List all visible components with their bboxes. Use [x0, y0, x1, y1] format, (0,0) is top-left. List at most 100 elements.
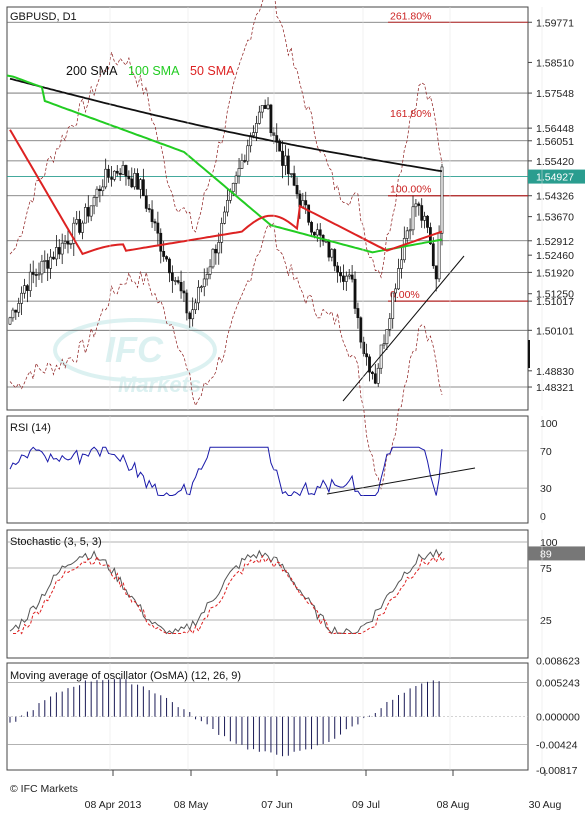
- candle-body: [11, 309, 15, 319]
- candle-body: [263, 105, 267, 109]
- candle-body: [104, 168, 108, 188]
- candle-body: [72, 222, 76, 244]
- candle-body: [327, 240, 331, 258]
- candle-body: [440, 166, 444, 234]
- candle-body: [147, 208, 151, 210]
- candle-body: [165, 256, 168, 260]
- candle-body: [388, 318, 392, 330]
- candle-body: [34, 274, 38, 276]
- stoch-current-label: 89: [540, 548, 552, 560]
- candle-body: [188, 312, 192, 320]
- candle-body: [197, 286, 200, 304]
- candle-body: [43, 260, 47, 262]
- x-tick-label: 08 May: [174, 799, 209, 811]
- candle-body: [223, 211, 226, 224]
- price-tick-label: 1.51017: [536, 296, 574, 308]
- candle-body: [295, 185, 299, 195]
- candle-body: [179, 281, 183, 292]
- rsi-tick-label: 0: [540, 511, 546, 523]
- price-tick-label: 1.52460: [536, 250, 574, 262]
- candle-body: [86, 207, 90, 217]
- candle-body: [234, 175, 238, 184]
- watermark: IFC Markets: [53, 318, 217, 397]
- rsi-panel: 100 70 30 0: [7, 418, 558, 523]
- candle-body: [78, 219, 81, 233]
- candle-body: [63, 241, 67, 244]
- candle-body: [397, 268, 400, 290]
- candle-body: [8, 317, 12, 325]
- rsi-title: RSI (14): [10, 422, 51, 434]
- candle-body: [310, 221, 313, 233]
- osma-title: Moving average of oscillator (OsMA) (12,…: [10, 670, 241, 682]
- candle-body: [98, 188, 102, 192]
- stoch-current-badge: [528, 546, 585, 561]
- candle-body: [52, 256, 55, 260]
- candle-body: [141, 179, 145, 197]
- price-tick-label: 1.55420: [536, 156, 574, 168]
- candle-body: [431, 243, 435, 267]
- candle-body: [362, 341, 366, 354]
- legend-100-sma: 100 SMA: [128, 64, 180, 78]
- candle-body: [350, 274, 354, 280]
- candle-body: [144, 195, 148, 209]
- current-price-label: 1.54927: [536, 172, 574, 184]
- candle-body: [353, 278, 357, 309]
- sma-200-line: [9, 77, 443, 173]
- price-tick-label: 1.58510: [536, 57, 574, 69]
- candle-body: [118, 172, 122, 175]
- candle-body: [266, 104, 270, 109]
- candle-body: [75, 219, 79, 224]
- watermark-line1: IFC: [105, 329, 164, 370]
- price-tick-label: 1.56448: [536, 123, 574, 135]
- candle-body: [420, 205, 424, 221]
- fib-label: 261.80%: [390, 10, 431, 22]
- candle-body: [371, 371, 374, 375]
- candle-body: [156, 222, 160, 234]
- price-tick-label: 1.51250: [536, 289, 574, 301]
- candle-body: [182, 290, 186, 294]
- candle-body: [368, 356, 371, 373]
- candle-body: [237, 168, 241, 177]
- candle-body: [153, 221, 157, 224]
- candle-body: [411, 206, 415, 231]
- candle-body: [23, 285, 26, 294]
- candle-body: [330, 249, 334, 258]
- candle-body: [359, 317, 363, 343]
- candle-body: [257, 111, 261, 124]
- candle-body: [426, 215, 429, 228]
- candle-body: [92, 197, 96, 207]
- candle-body: [46, 260, 50, 269]
- price-tick-label: 1.57548: [536, 88, 574, 100]
- watermark-line2: Markets: [118, 372, 201, 397]
- candle-body: [226, 200, 229, 213]
- candle-body: [313, 231, 316, 236]
- rsi-trendline: [326, 467, 476, 495]
- legend-200-sma: 200 SMA: [66, 64, 118, 78]
- candle-body: [344, 275, 348, 282]
- candle-body: [66, 241, 70, 245]
- candle-body: [17, 303, 21, 313]
- candle-body: [31, 271, 35, 275]
- candle-body: [402, 238, 406, 261]
- candle-body: [333, 249, 337, 267]
- candle-body: [347, 274, 351, 277]
- candle-body: [376, 367, 380, 384]
- candle-body: [278, 140, 282, 152]
- candle-body: [382, 343, 386, 346]
- sma-100-line: [6, 74, 443, 254]
- candle-body: [121, 165, 125, 175]
- candle-body: [252, 132, 255, 136]
- candle-body: [208, 266, 212, 275]
- candle-body: [60, 242, 64, 255]
- candle-body: [49, 256, 52, 269]
- rsi-tick-label: 70: [540, 446, 552, 458]
- candle-body: [315, 229, 319, 236]
- candle-body: [95, 188, 99, 198]
- candle-body: [255, 123, 258, 133]
- candle-body: [20, 292, 23, 304]
- candle-body: [289, 173, 293, 175]
- candle-body: [173, 280, 177, 282]
- x-tick-label: 30 Aug: [529, 799, 562, 811]
- price-tick-label: 1.51920: [536, 267, 574, 279]
